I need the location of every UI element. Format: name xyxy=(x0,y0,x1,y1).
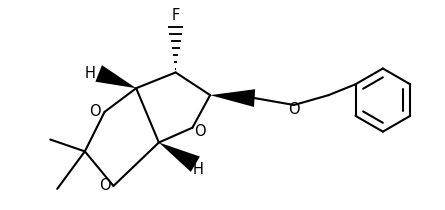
Text: F: F xyxy=(171,8,180,23)
Polygon shape xyxy=(95,65,136,88)
Text: O: O xyxy=(194,124,206,139)
Text: O: O xyxy=(89,104,101,119)
Text: O: O xyxy=(288,102,300,117)
Text: H: H xyxy=(193,162,204,177)
Polygon shape xyxy=(159,143,200,172)
Text: H: H xyxy=(85,66,95,81)
Text: O: O xyxy=(99,178,110,193)
Polygon shape xyxy=(210,89,255,107)
